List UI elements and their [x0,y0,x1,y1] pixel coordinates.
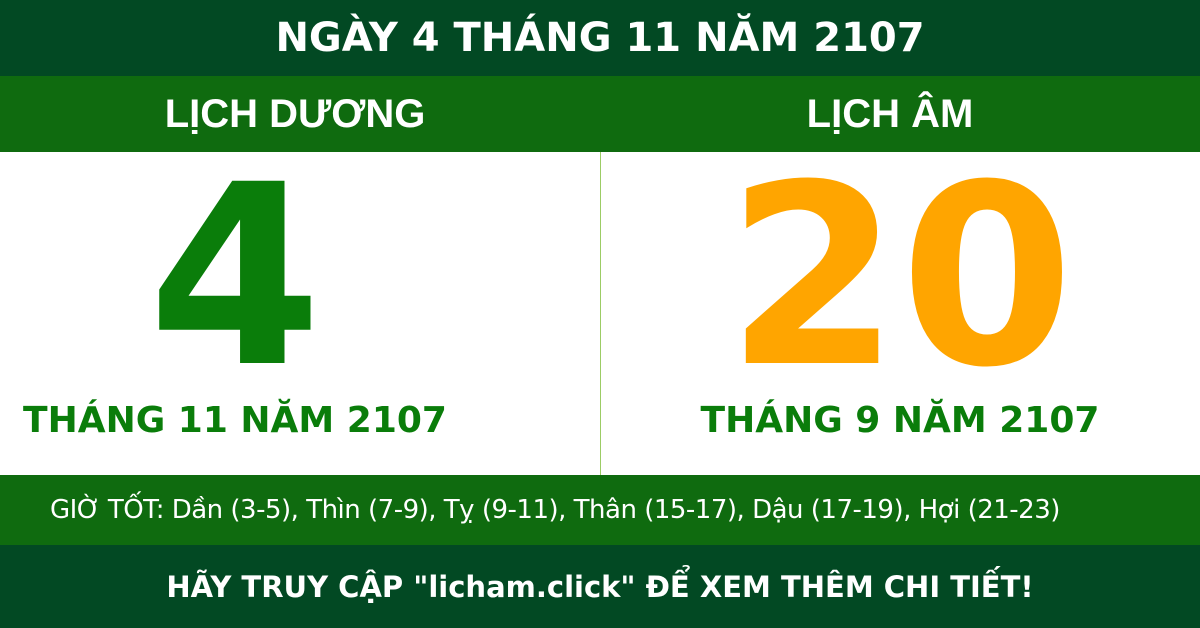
lunar-column: 20 THÁNG 9 NĂM 2107 [620,152,1180,475]
good-hours: GIỜ TỐT: Dần (3-5), Thìn (7-9), Tỵ (9-11… [0,475,1200,545]
footer-cta: HÃY TRUY CẬP "licham.click" ĐỂ XEM THÊM … [0,545,1200,628]
lunar-month-year: THÁNG 9 NĂM 2107 [700,400,1100,441]
page-title: NGÀY 4 THÁNG 11 NĂM 2107 [0,0,1200,76]
solar-day: 4 [148,131,322,422]
solar-column: 4 THÁNG 11 NĂM 2107 [0,152,535,475]
solar-month-year: THÁNG 11 NĂM 2107 [23,400,447,441]
column-headers: LỊCH DƯƠNG LỊCH ÂM [0,76,1200,152]
lunar-header: LỊCH ÂM [806,91,974,136]
solar-header: LỊCH DƯƠNG [164,91,426,136]
lunar-day: 20 [726,131,1074,422]
column-divider [600,152,601,475]
